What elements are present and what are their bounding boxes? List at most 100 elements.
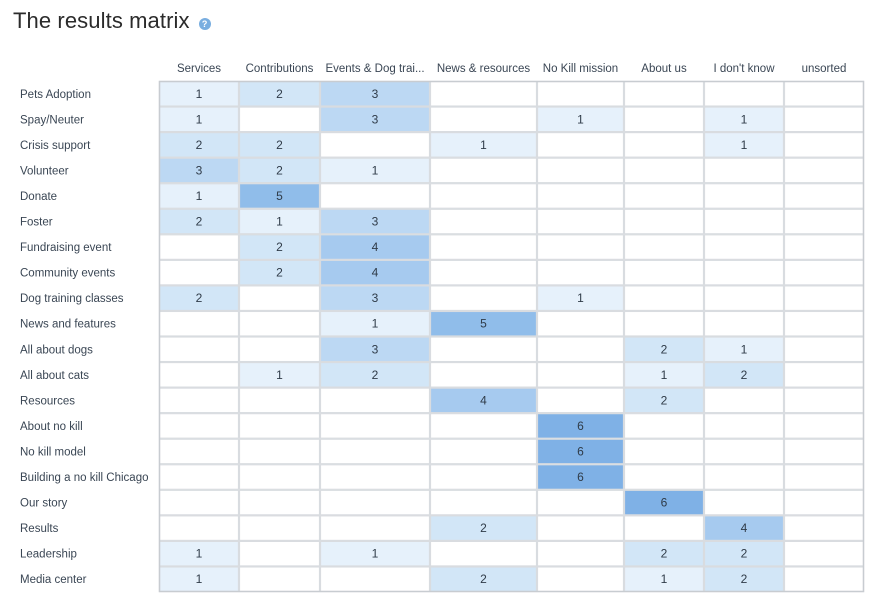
matrix-cell[interactable] xyxy=(783,157,865,184)
matrix-cell[interactable] xyxy=(158,540,240,567)
matrix-cell[interactable] xyxy=(429,387,538,414)
matrix-cell[interactable] xyxy=(536,80,625,107)
matrix-cell[interactable] xyxy=(623,157,705,184)
matrix-cell[interactable] xyxy=(238,157,321,184)
help-icon[interactable]: ? xyxy=(198,18,211,30)
matrix-cell[interactable] xyxy=(238,259,321,286)
matrix-cell[interactable] xyxy=(623,566,705,593)
matrix-cell[interactable] xyxy=(623,310,705,337)
matrix-cell[interactable] xyxy=(703,489,785,516)
matrix-cell[interactable] xyxy=(536,336,625,363)
matrix-cell[interactable] xyxy=(536,234,625,260)
matrix-cell[interactable] xyxy=(429,413,538,439)
matrix-cell[interactable] xyxy=(429,157,538,184)
matrix-cell[interactable] xyxy=(703,413,785,439)
matrix-cell[interactable] xyxy=(783,540,865,567)
matrix-cell[interactable] xyxy=(238,464,321,490)
matrix-cell[interactable] xyxy=(783,285,865,312)
matrix-cell[interactable] xyxy=(319,387,431,414)
matrix-cell[interactable] xyxy=(238,310,321,337)
matrix-cell[interactable] xyxy=(158,285,240,312)
matrix-cell[interactable] xyxy=(536,515,625,541)
matrix-cell[interactable] xyxy=(238,106,321,133)
matrix-cell[interactable] xyxy=(158,208,240,235)
matrix-cell[interactable] xyxy=(783,80,865,107)
matrix-cell[interactable] xyxy=(319,515,431,541)
matrix-cell[interactable] xyxy=(783,361,865,388)
matrix-cell[interactable] xyxy=(429,132,538,158)
matrix-cell[interactable] xyxy=(536,157,625,184)
matrix-cell[interactable] xyxy=(429,540,538,567)
matrix-cell[interactable] xyxy=(238,234,321,260)
matrix-cell[interactable] xyxy=(319,540,431,567)
matrix-cell[interactable] xyxy=(238,540,321,567)
matrix-cell[interactable] xyxy=(429,80,538,107)
matrix-cell[interactable] xyxy=(319,489,431,516)
matrix-cell[interactable] xyxy=(536,489,625,516)
matrix-cell[interactable] xyxy=(783,310,865,337)
matrix-cell[interactable] xyxy=(429,566,538,593)
matrix-cell[interactable] xyxy=(703,80,785,107)
matrix-cell[interactable] xyxy=(429,234,538,260)
matrix-cell[interactable] xyxy=(703,208,785,235)
matrix-cell[interactable] xyxy=(158,413,240,439)
matrix-cell[interactable] xyxy=(429,208,538,235)
matrix-cell[interactable] xyxy=(623,515,705,541)
matrix-cell[interactable] xyxy=(238,438,321,465)
matrix-cell[interactable] xyxy=(158,310,240,337)
matrix-cell[interactable] xyxy=(319,361,431,388)
matrix-cell[interactable] xyxy=(238,183,321,209)
matrix-cell[interactable] xyxy=(536,464,625,490)
matrix-cell[interactable] xyxy=(238,387,321,414)
matrix-cell[interactable] xyxy=(319,132,431,158)
matrix-cell[interactable] xyxy=(783,208,865,235)
matrix-cell[interactable] xyxy=(158,361,240,388)
matrix-cell[interactable] xyxy=(783,413,865,439)
matrix-cell[interactable] xyxy=(703,387,785,414)
matrix-cell[interactable] xyxy=(536,540,625,567)
matrix-cell[interactable] xyxy=(429,183,538,209)
matrix-cell[interactable] xyxy=(703,310,785,337)
matrix-cell[interactable] xyxy=(158,336,240,363)
matrix-cell[interactable] xyxy=(623,132,705,158)
matrix-cell[interactable] xyxy=(783,438,865,465)
matrix-cell[interactable] xyxy=(429,464,538,490)
matrix-cell[interactable] xyxy=(783,336,865,363)
matrix-cell[interactable] xyxy=(623,540,705,567)
matrix-cell[interactable] xyxy=(703,515,785,541)
matrix-cell[interactable] xyxy=(429,489,538,516)
matrix-cell[interactable] xyxy=(158,438,240,465)
matrix-cell[interactable] xyxy=(238,208,321,235)
matrix-cell[interactable] xyxy=(238,413,321,439)
matrix-cell[interactable] xyxy=(703,259,785,286)
matrix-cell[interactable] xyxy=(623,336,705,363)
matrix-cell[interactable] xyxy=(238,80,321,107)
matrix-cell[interactable] xyxy=(319,106,431,133)
matrix-cell[interactable] xyxy=(703,132,785,158)
matrix-cell[interactable] xyxy=(783,234,865,260)
matrix-cell[interactable] xyxy=(536,183,625,209)
matrix-cell[interactable] xyxy=(783,259,865,286)
matrix-cell[interactable] xyxy=(319,566,431,593)
matrix-cell[interactable] xyxy=(703,336,785,363)
matrix-cell[interactable] xyxy=(319,234,431,260)
matrix-cell[interactable] xyxy=(319,183,431,209)
matrix-cell[interactable] xyxy=(429,259,538,286)
matrix-cell[interactable] xyxy=(703,464,785,490)
matrix-cell[interactable] xyxy=(783,132,865,158)
matrix-cell[interactable] xyxy=(158,80,240,107)
matrix-cell[interactable] xyxy=(158,489,240,516)
matrix-cell[interactable] xyxy=(158,234,240,260)
matrix-cell[interactable] xyxy=(319,259,431,286)
matrix-cell[interactable] xyxy=(703,157,785,184)
matrix-cell[interactable] xyxy=(238,515,321,541)
matrix-cell[interactable] xyxy=(536,387,625,414)
matrix-cell[interactable] xyxy=(319,310,431,337)
matrix-cell[interactable] xyxy=(536,310,625,337)
matrix-cell[interactable] xyxy=(238,361,321,388)
matrix-cell[interactable] xyxy=(158,515,240,541)
matrix-cell[interactable] xyxy=(623,183,705,209)
matrix-cell[interactable] xyxy=(623,438,705,465)
matrix-cell[interactable] xyxy=(783,106,865,133)
matrix-cell[interactable] xyxy=(238,566,321,593)
